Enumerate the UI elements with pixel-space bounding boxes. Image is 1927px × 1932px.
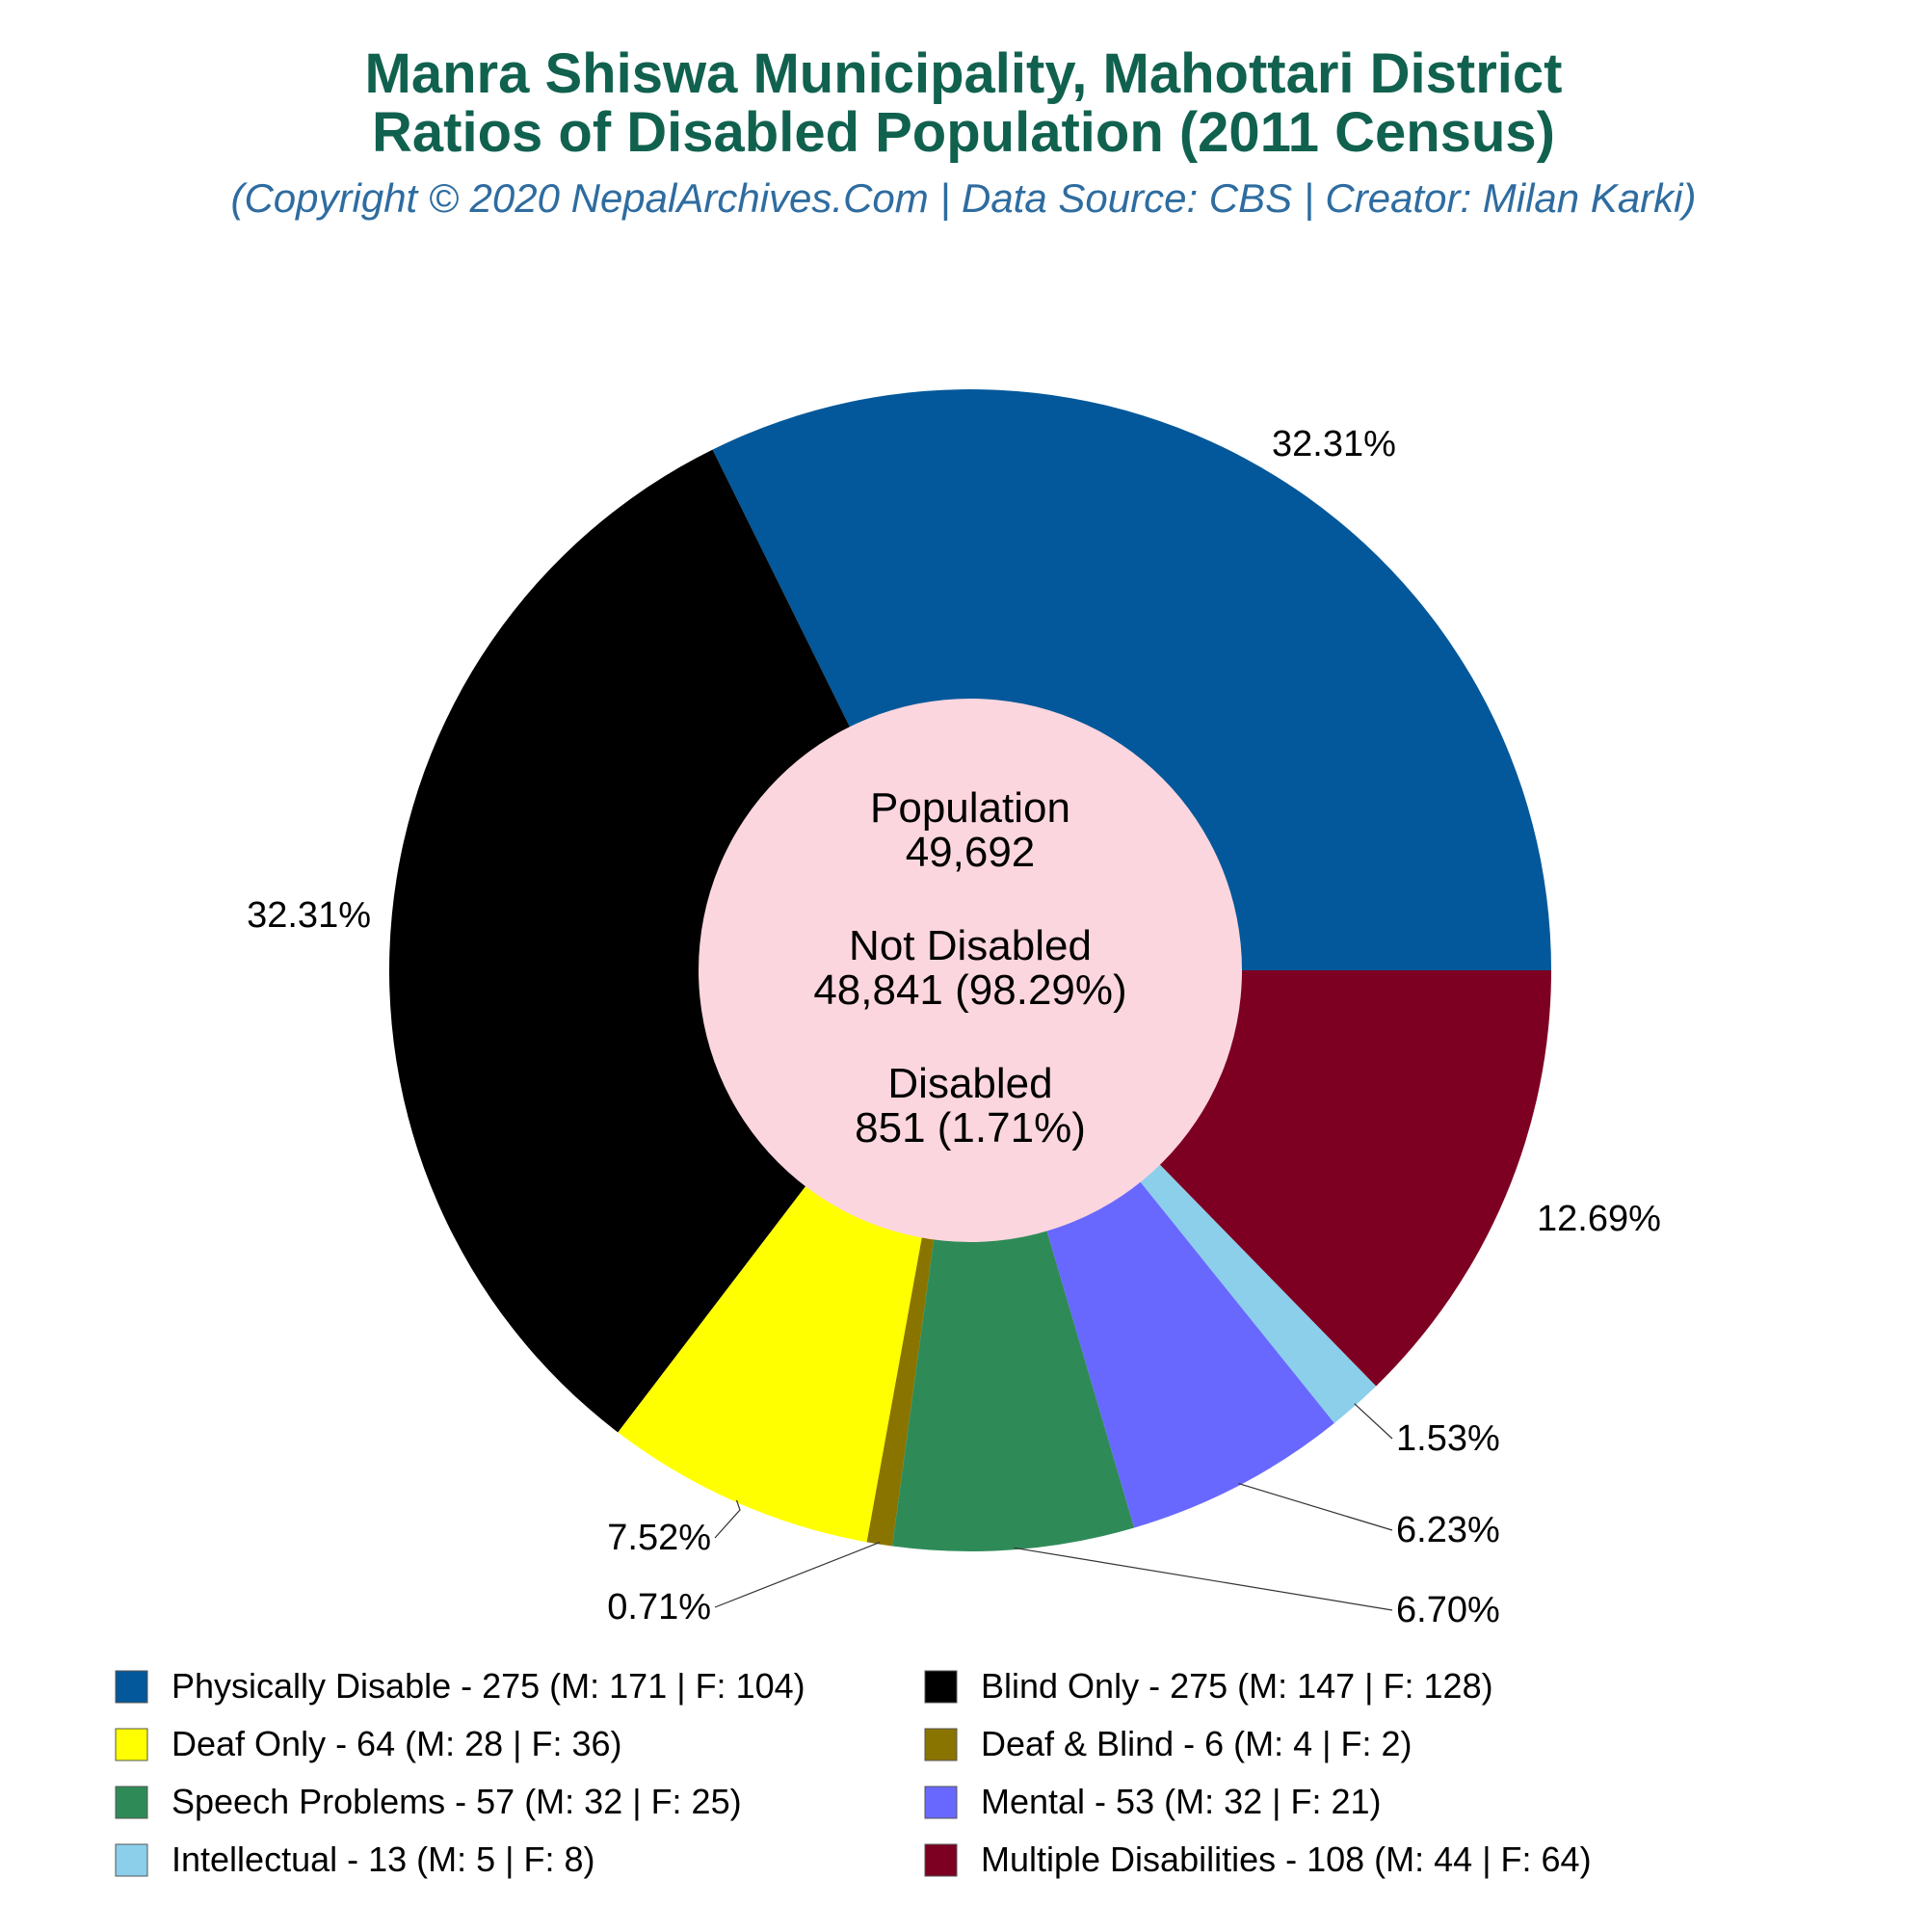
legend-item: Deaf & Blind - 6 (M: 4 | F: 2): [924, 1724, 1412, 1763]
legend-swatch: [115, 1786, 148, 1819]
data-label: 6.70%: [1396, 1590, 1500, 1630]
data-label: 1.53%: [1396, 1418, 1500, 1459]
leader-line: [1238, 1483, 1393, 1531]
legend-item: Physically Disable - 275 (M: 171 | F: 10…: [115, 1666, 805, 1706]
center-circle: [699, 699, 1242, 1242]
legend-label: Physically Disable - 275 (M: 171 | F: 10…: [172, 1666, 805, 1706]
center-disabled-label: Disabled: [887, 1060, 1052, 1107]
legend-label: Multiple Disabilities - 108 (M: 44 | F: …: [981, 1839, 1592, 1879]
leader-line: [1014, 1547, 1393, 1611]
legend-item: Speech Problems - 57 (M: 32 | F: 25): [115, 1782, 742, 1821]
legend-swatch: [924, 1728, 958, 1761]
legend-swatch: [924, 1670, 958, 1704]
legend-label: Deaf & Blind - 6 (M: 4 | F: 2): [981, 1724, 1412, 1763]
legend-label: Blind Only - 275 (M: 147 | F: 128): [981, 1666, 1493, 1706]
legend-item: Multiple Disabilities - 108 (M: 44 | F: …: [924, 1839, 1592, 1879]
legend-item: Intellectual - 13 (M: 5 | F: 8): [115, 1839, 595, 1879]
data-label: 12.69%: [1537, 1199, 1661, 1239]
data-label: 7.52%: [607, 1518, 711, 1558]
legend-swatch: [924, 1786, 958, 1819]
legend-label: Mental - 53 (M: 32 | F: 21): [981, 1782, 1382, 1821]
leader-lines: [714, 1403, 1393, 1611]
legend-label: Intellectual - 13 (M: 5 | F: 8): [172, 1839, 595, 1879]
chart-title-line-1: Manra Shiswa Municipality, Mahottari Dis…: [365, 42, 1563, 105]
data-label: 32.31%: [247, 895, 371, 936]
center-not-disabled-value: 48,841 (98.29%): [813, 966, 1126, 1014]
pie-slice-blind-only: [388, 449, 970, 1433]
leader-line: [714, 1542, 881, 1608]
legend-swatch: [115, 1670, 148, 1704]
center-population-label: Population: [870, 784, 1070, 832]
leader-line: [1354, 1403, 1393, 1440]
legend-swatch: [924, 1843, 958, 1877]
legend: Physically Disable - 275 (M: 171 | F: 10…: [115, 1666, 1592, 1879]
data-label: 0.71%: [607, 1587, 711, 1628]
legend-item: Blind Only - 275 (M: 147 | F: 128): [924, 1666, 1493, 1706]
center-disabled-value: 851 (1.71%): [855, 1104, 1086, 1151]
legend-item: Mental - 53 (M: 32 | F: 21): [924, 1782, 1382, 1821]
center-population-value: 49,692: [906, 829, 1036, 876]
legend-swatch: [115, 1728, 148, 1761]
chart-subtitle: (Copyright © 2020 NepalArchives.Com | Da…: [230, 175, 1696, 222]
leader-line: [714, 1499, 741, 1539]
data-label: 32.31%: [1272, 424, 1396, 464]
chart-title-line-2: Ratios of Disabled Population (2011 Cens…: [372, 101, 1555, 164]
legend-label: Deaf Only - 64 (M: 28 | F: 36): [172, 1724, 622, 1763]
data-label: 6.23%: [1396, 1510, 1500, 1550]
percent-labels: 32.31% 32.31% 7.52% 0.71% 6.70% 6.23% 1.53% 12.…: [247, 424, 1661, 1630]
legend-swatch: [115, 1843, 148, 1877]
legend-item: Deaf Only - 64 (M: 28 | F: 36): [115, 1724, 622, 1763]
legend-label: Speech Problems - 57 (M: 32 | F: 25): [172, 1782, 742, 1821]
center-not-disabled-label: Not Disabled: [849, 922, 1092, 969]
